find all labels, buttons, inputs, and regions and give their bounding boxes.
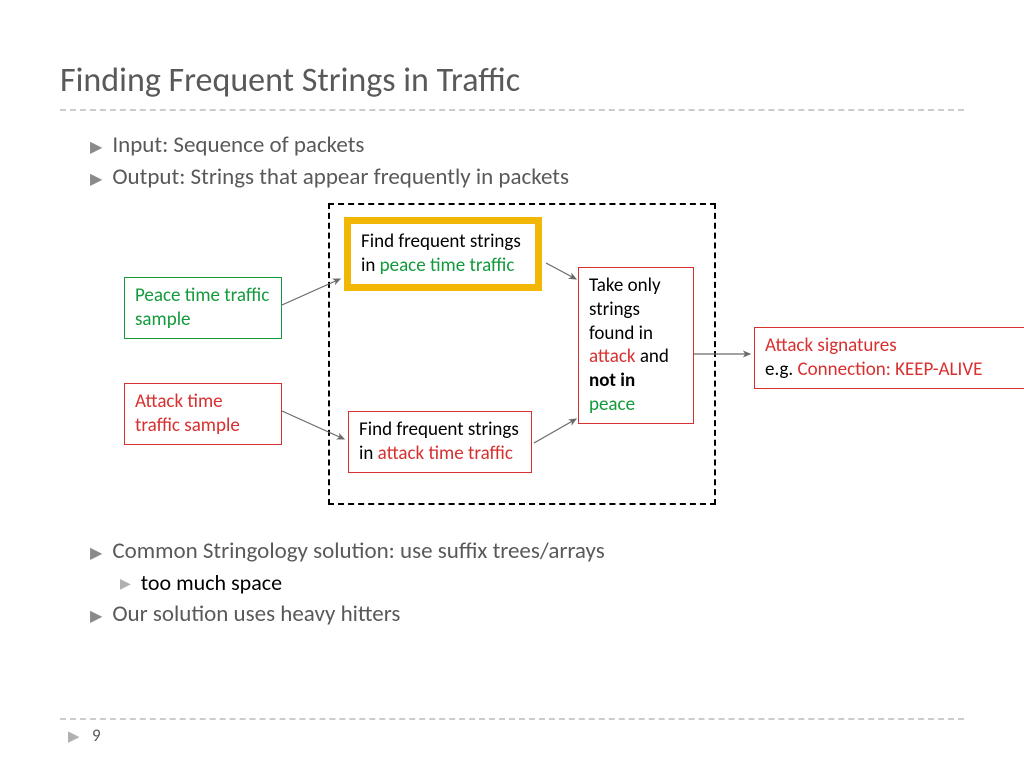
bullet-input: ▶ Input: Sequence of packets (90, 131, 964, 159)
slide-title: Finding Frequent Strings in Traffic (60, 60, 964, 101)
t1: Take only strings found in (589, 274, 661, 345)
page-number: 9 (92, 725, 101, 746)
node-find-peace: Find frequent strings in peace time traf… (344, 217, 542, 291)
node-find-attack: Find frequent strings in attack time tra… (348, 411, 532, 473)
o1: Attack signatures (765, 334, 897, 357)
page-marker-icon: ▶ (68, 727, 80, 746)
node-take: Take only strings found in attack and no… (578, 267, 694, 424)
title-divider (60, 109, 964, 111)
bullet-text: Input: Sequence of packets (112, 131, 364, 159)
o3: Connection: KEEP-ALIVE (798, 358, 983, 381)
o2: e.g. (765, 358, 798, 381)
bullet-marker-icon: ▶ (90, 137, 102, 157)
flowchart-diagram: Peace time traffic sample Attack time tr… (60, 199, 964, 519)
bullet-marker-icon: ▶ (90, 606, 102, 626)
t6: peace (589, 393, 635, 416)
t3: and (636, 345, 669, 368)
bullet-common: ▶ Common Stringology solution: use suffi… (90, 537, 964, 565)
bullets-bottom: ▶ Common Stringology solution: use suffi… (90, 537, 964, 628)
slide-container: Finding Frequent Strings in Traffic ▶ In… (0, 0, 1024, 768)
bullet-marker-icon: ▶ (90, 543, 102, 563)
sub-bullet-space: ▶ too much space (120, 569, 964, 596)
node-output: Attack signatures e.g. Connection: KEEP-… (754, 327, 1024, 389)
bullet-marker-icon: ▶ (90, 169, 102, 189)
node-text-hl: peace time traffic (380, 254, 515, 277)
bullet-solution: ▶ Our solution uses heavy hitters (90, 600, 964, 628)
node-text-hl: attack time traffic (378, 442, 513, 465)
bullet-text: Our solution uses heavy hitters (112, 600, 400, 628)
node-peace-input: Peace time traffic sample (124, 277, 282, 339)
bullets-top: ▶ Input: Sequence of packets ▶ Output: S… (90, 131, 964, 191)
sub-bullet-text: too much space (141, 569, 282, 596)
sub-bullet-marker-icon: ▶ (120, 575, 131, 592)
footer-divider (60, 718, 964, 720)
node-attack-input: Attack time traffic sample (124, 383, 282, 445)
bullet-text: Output: Strings that appear frequently i… (112, 163, 569, 191)
t4: not in (589, 369, 635, 392)
bullet-output: ▶ Output: Strings that appear frequently… (90, 163, 964, 191)
bullet-text: Common Stringology solution: use suffix … (112, 537, 604, 565)
t2: attack (589, 345, 636, 368)
